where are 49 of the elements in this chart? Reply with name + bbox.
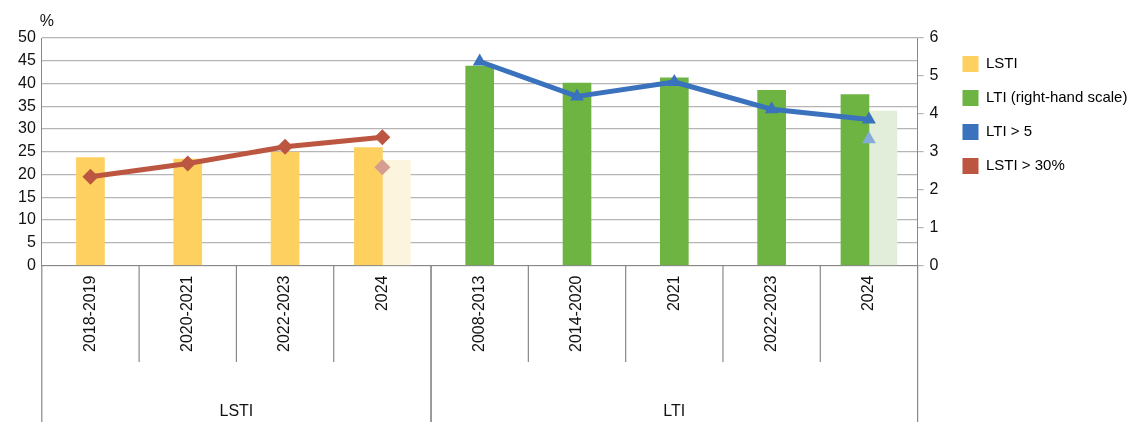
x-tick-label: 2018-2019	[80, 275, 98, 352]
x-tick-label: 2024	[372, 275, 390, 312]
y-tick-label: 40	[18, 73, 36, 91]
y-tick-label: 35	[18, 96, 36, 114]
y2-tick-label: 2	[929, 180, 939, 198]
legend-label: LSTI	[986, 54, 1018, 72]
point	[374, 129, 391, 146]
legend-label: LTI (right-hand scale)	[986, 88, 1128, 106]
bar	[562, 82, 592, 266]
point	[764, 101, 779, 114]
y-tick-label: 30	[18, 119, 36, 137]
y2-tick-label: 6	[929, 28, 939, 46]
point	[277, 138, 294, 155]
x-tick-label: 2022-2023	[275, 275, 293, 352]
y-tick-label: 15	[18, 187, 36, 205]
y-axis-title: %	[39, 12, 55, 30]
text: LSTI	[219, 402, 254, 420]
point	[179, 155, 196, 172]
text: LTI	[663, 402, 686, 420]
bar	[465, 65, 495, 266]
x-tick-label: 2008-2013	[470, 275, 488, 352]
y-tick-label: 45	[18, 51, 36, 69]
y2-tick-label: 3	[929, 142, 939, 160]
x-tick-label: 2022-2023	[762, 275, 780, 352]
point	[570, 88, 584, 101]
point	[862, 111, 876, 124]
bar	[659, 77, 689, 266]
y-tick-label: 5	[26, 233, 36, 251]
y-tick-label: 10	[18, 210, 36, 228]
y2-tick-label: 0	[929, 255, 939, 273]
legend-label: LSTI > 30%	[986, 156, 1065, 174]
x-tick-label: 2014-2020	[567, 275, 585, 352]
y-tick-label: 50	[18, 28, 36, 46]
bar	[757, 89, 786, 266]
y2-tick-label: 1	[929, 217, 939, 235]
point	[862, 131, 876, 144]
point	[472, 53, 487, 66]
y-tick-label: 0	[26, 255, 36, 273]
x-tick-label: 2024	[859, 275, 877, 312]
y2-tick-label: 5	[929, 66, 939, 84]
point	[374, 159, 391, 176]
y2-tick-label: 4	[929, 104, 939, 122]
point	[82, 168, 99, 185]
y-tick-label: 25	[18, 142, 36, 160]
x-tick-label: 2021	[664, 275, 682, 312]
x-tick-label: 2020-2021	[178, 275, 196, 352]
y-tick-label: 20	[18, 164, 36, 182]
bar	[868, 110, 898, 266]
legend-label: LTI > 5	[986, 122, 1032, 140]
